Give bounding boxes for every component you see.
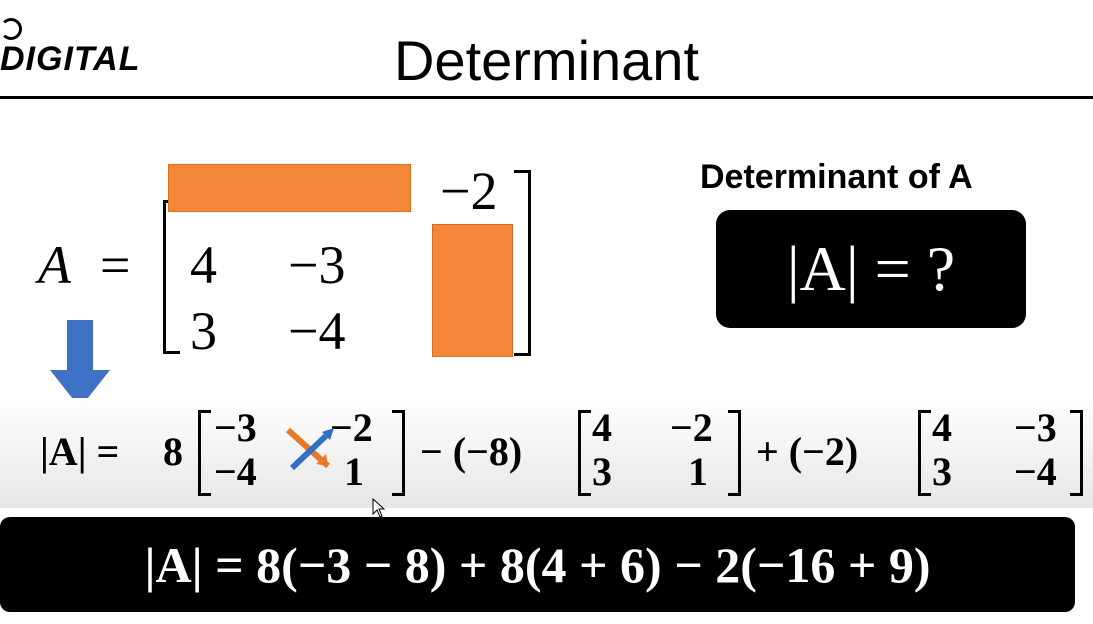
highlight-column-cover	[432, 224, 513, 357]
matrix-equals: =	[100, 235, 131, 295]
matrix-cell-top-right: −2	[440, 161, 498, 221]
minor2-cell: 1	[688, 449, 708, 494]
cross-multiply-arrows-icon	[285, 427, 334, 471]
header-divider	[0, 96, 1093, 99]
expansion-lhs: |A| =	[40, 429, 120, 474]
determinant-label: Determinant of A	[700, 158, 973, 196]
matrix-cell: 4	[190, 235, 217, 295]
matrix-cell: −3	[288, 235, 346, 295]
minor1-left-bracket	[198, 410, 211, 496]
matrix-cell: 3	[190, 301, 217, 361]
mouse-cursor-icon	[372, 498, 386, 518]
minor2-left-bracket	[578, 410, 591, 496]
minor3-cell: −3	[1014, 405, 1057, 450]
result-expression: |A| = 8(−3 − 8) + 8(4 + 6) − 2(−16 + 9)	[144, 536, 931, 593]
expansion-row: |A| = 8 −3 −2 −4 1 − (−8) 4 −2 3 1 + (−2…	[0, 398, 1093, 508]
highlight-row-cover	[168, 164, 411, 212]
minor3-cell: 3	[932, 449, 952, 494]
matrix-name: A	[38, 235, 71, 295]
minor2-right-bracket	[728, 410, 741, 496]
expansion-op2: − (−8)	[420, 429, 523, 474]
logo: DIGITAL	[0, 40, 141, 78]
determinant-question: |A| = ?	[786, 233, 956, 304]
minor2-cell: 3	[592, 449, 612, 494]
logo-mark-icon	[0, 18, 22, 40]
minor3-left-bracket	[918, 410, 931, 496]
arrow-down-icon	[50, 320, 110, 408]
minor1-cell: 1	[344, 449, 364, 494]
minor3-right-bracket	[1070, 410, 1083, 496]
minor1-right-bracket	[392, 410, 405, 496]
minor3-cell: 4	[932, 405, 952, 450]
result-box: |A| = 8(−3 − 8) + 8(4 + 6) − 2(−16 + 9)	[0, 517, 1075, 612]
expansion-coef1: 8	[163, 429, 183, 474]
minor1-cell: −4	[214, 449, 257, 494]
matrix-cell: −4	[288, 301, 346, 361]
expansion-op3: + (−2)	[756, 429, 859, 474]
matrix-right-bracket	[514, 170, 531, 356]
minor2-cell: −2	[670, 405, 713, 450]
minor1-cell: −2	[330, 405, 373, 450]
minor2-cell: 4	[592, 405, 612, 450]
determinant-question-box: |A| = ?	[716, 210, 1026, 328]
matrix-left-bracket	[163, 200, 180, 354]
minor3-cell: −4	[1014, 449, 1057, 494]
minor1-cell: −3	[214, 405, 257, 450]
page-title: Determinant	[393, 29, 700, 92]
